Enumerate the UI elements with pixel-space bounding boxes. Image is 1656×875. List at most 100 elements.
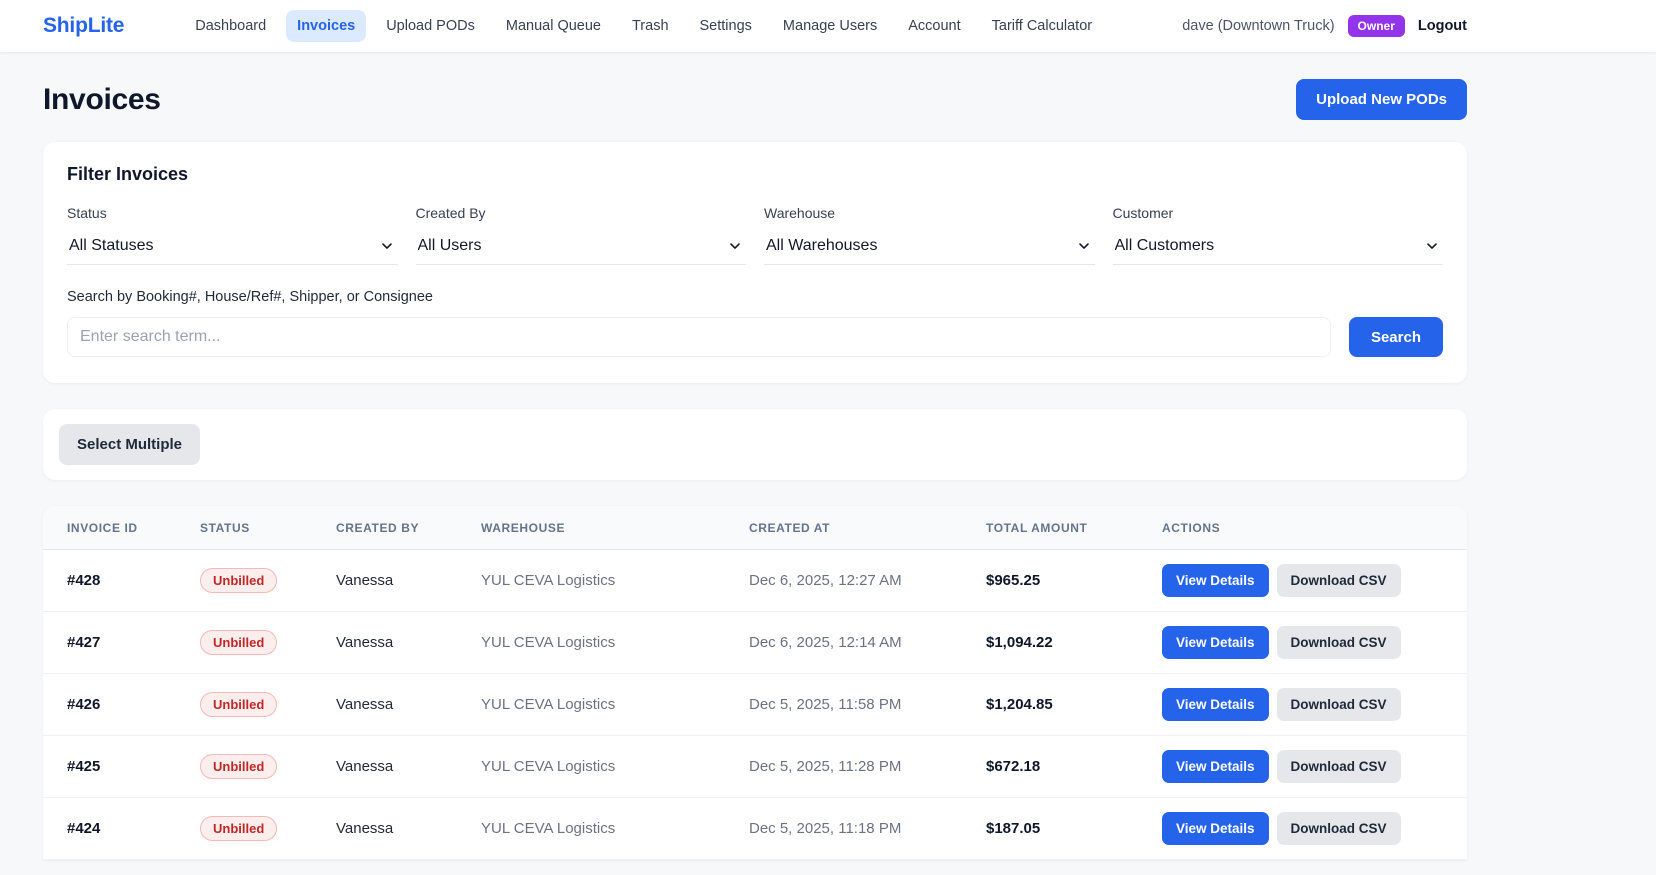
warehouse: YUL CEVA Logistics <box>481 696 616 713</box>
nav-manual-queue[interactable]: Manual Queue <box>505 18 601 34</box>
status-filter: Status All Statuses <box>67 205 398 265</box>
main-nav: Dashboard Invoices Upload PODs Manual Qu… <box>184 10 1103 42</box>
download-csv-button[interactable]: Download CSV <box>1276 812 1401 845</box>
row-actions: View Details Download CSV <box>1162 750 1467 783</box>
customer-filter-select-wrap: All Customers <box>1112 230 1443 265</box>
status-cell: Unbilled <box>200 754 336 779</box>
user-name: dave (Downtown Truck) <box>1182 18 1335 34</box>
top-nav-inner: ShipLite Dashboard Invoices Upload PODs … <box>43 0 1467 52</box>
warehouse: YUL CEVA Logistics <box>481 820 616 837</box>
created-by: Vanessa <box>336 572 394 589</box>
created-by-filter-select-wrap: All Users <box>415 230 746 265</box>
nav-trash[interactable]: Trash <box>631 18 669 34</box>
nav-settings[interactable]: Settings <box>699 18 752 34</box>
page-content: Invoices Upload New PODs Filter Invoices… <box>43 79 1467 860</box>
nav-upload-pods[interactable]: Upload PODs <box>386 18 475 34</box>
col-invoice-id: INVOICE ID <box>67 520 138 535</box>
status-cell: Unbilled <box>200 692 336 717</box>
created-at: Dec 6, 2025, 12:14 AM <box>749 634 902 651</box>
search-button[interactable]: Search <box>1348 317 1443 357</box>
invoices-table: INVOICE ID STATUS CREATED BY WAREHOUSE C… <box>43 506 1467 860</box>
table-row: #427 Unbilled Vanessa YUL CEVA Logistics… <box>43 612 1467 674</box>
customer-filter-label: Customer <box>1112 205 1174 221</box>
view-details-button[interactable]: View Details <box>1162 564 1269 597</box>
download-csv-button[interactable]: Download CSV <box>1276 750 1401 783</box>
nav-tariff-calculator[interactable]: Tariff Calculator <box>991 18 1093 34</box>
status-cell: Unbilled <box>200 568 336 593</box>
view-details-button[interactable]: View Details <box>1162 750 1269 783</box>
nav-dashboard[interactable]: Dashboard <box>195 18 267 34</box>
invoice-id: #428 <box>67 572 101 589</box>
created-by: Vanessa <box>336 820 394 837</box>
customer-filter: Customer All Customers <box>1112 205 1443 265</box>
status-filter-select[interactable]: All Statuses <box>67 230 398 264</box>
created-at: Dec 6, 2025, 12:27 AM <box>749 572 902 589</box>
created-by: Vanessa <box>336 634 394 651</box>
top-nav-bar: ShipLite Dashboard Invoices Upload PODs … <box>0 0 1656 52</box>
search-label: Search by Booking#, House/Ref#, Shipper,… <box>67 289 433 305</box>
status-badge: Unbilled <box>200 692 278 717</box>
nav-account[interactable]: Account <box>908 18 961 34</box>
search-row: Search <box>67 317 1443 357</box>
table-row: #424 Unbilled Vanessa YUL CEVA Logistics… <box>43 798 1467 860</box>
created-at: Dec 5, 2025, 11:58 PM <box>749 696 902 713</box>
created-by-filter-label: Created By <box>415 205 486 221</box>
invoice-id: #427 <box>67 634 101 651</box>
status-cell: Unbilled <box>200 630 336 655</box>
nav-manage-users[interactable]: Manage Users <box>782 18 878 34</box>
invoice-id: #424 <box>67 820 101 837</box>
created-by: Vanessa <box>336 758 394 775</box>
total-amount: $672.18 <box>986 758 1041 775</box>
status-cell: Unbilled <box>200 816 336 841</box>
download-csv-button[interactable]: Download CSV <box>1276 688 1401 721</box>
col-status: STATUS <box>200 520 250 535</box>
col-total-amount: TOTAL AMOUNT <box>986 520 1088 535</box>
download-csv-button[interactable]: Download CSV <box>1276 626 1401 659</box>
col-created-by: CREATED BY <box>336 520 420 535</box>
table-row: #428 Unbilled Vanessa YUL CEVA Logistics… <box>43 550 1467 612</box>
search-input[interactable] <box>67 317 1331 357</box>
created-by-filter: Created By All Users <box>415 205 746 265</box>
status-badge: Unbilled <box>200 630 278 655</box>
view-details-button[interactable]: View Details <box>1162 812 1269 845</box>
row-actions: View Details Download CSV <box>1162 688 1467 721</box>
view-details-button[interactable]: View Details <box>1162 688 1269 721</box>
col-actions: ACTIONS <box>1162 520 1221 535</box>
warehouse-filter-label: Warehouse <box>764 205 836 221</box>
nav-invoices[interactable]: Invoices <box>286 10 367 42</box>
status-filter-select-wrap: All Statuses <box>67 230 398 265</box>
filter-grid: Status All Statuses Created By All Users… <box>67 205 1443 265</box>
user-area: dave (Downtown Truck) Owner Logout <box>1182 15 1467 37</box>
created-by: Vanessa <box>336 696 394 713</box>
total-amount: $965.25 <box>986 572 1041 589</box>
table-row: #426 Unbilled Vanessa YUL CEVA Logistics… <box>43 674 1467 736</box>
row-actions: View Details Download CSV <box>1162 626 1467 659</box>
warehouse-filter: Warehouse All Warehouses <box>764 205 1095 265</box>
page-head: Invoices Upload New PODs <box>43 79 1467 120</box>
brand-logo[interactable]: ShipLite <box>43 14 125 37</box>
table-row: #425 Unbilled Vanessa YUL CEVA Logistics… <box>43 736 1467 798</box>
row-actions: View Details Download CSV <box>1162 564 1467 597</box>
role-badge: Owner <box>1347 15 1405 37</box>
created-by-filter-select[interactable]: All Users <box>415 230 746 264</box>
upload-new-pods-button[interactable]: Upload New PODs <box>1296 79 1467 120</box>
customer-filter-select[interactable]: All Customers <box>1112 230 1443 264</box>
filter-card-title: Filter Invoices <box>67 164 189 184</box>
select-multiple-button[interactable]: Select Multiple <box>59 424 201 465</box>
warehouse-filter-select-wrap: All Warehouses <box>764 230 1095 265</box>
status-filter-label: Status <box>67 205 107 221</box>
invoice-table-body: #428 Unbilled Vanessa YUL CEVA Logistics… <box>43 550 1467 860</box>
status-badge: Unbilled <box>200 816 278 841</box>
view-details-button[interactable]: View Details <box>1162 626 1269 659</box>
invoice-id: #426 <box>67 696 101 713</box>
download-csv-button[interactable]: Download CSV <box>1276 564 1401 597</box>
logout-button[interactable]: Logout <box>1417 18 1467 34</box>
warehouse: YUL CEVA Logistics <box>481 634 616 651</box>
warehouse: YUL CEVA Logistics <box>481 758 616 775</box>
invoice-id: #425 <box>67 758 101 775</box>
warehouse-filter-select[interactable]: All Warehouses <box>764 230 1095 264</box>
total-amount: $1,094.22 <box>986 634 1053 651</box>
page-title: Invoices <box>43 82 161 116</box>
status-badge: Unbilled <box>200 754 278 779</box>
col-warehouse: WAREHOUSE <box>481 520 566 535</box>
